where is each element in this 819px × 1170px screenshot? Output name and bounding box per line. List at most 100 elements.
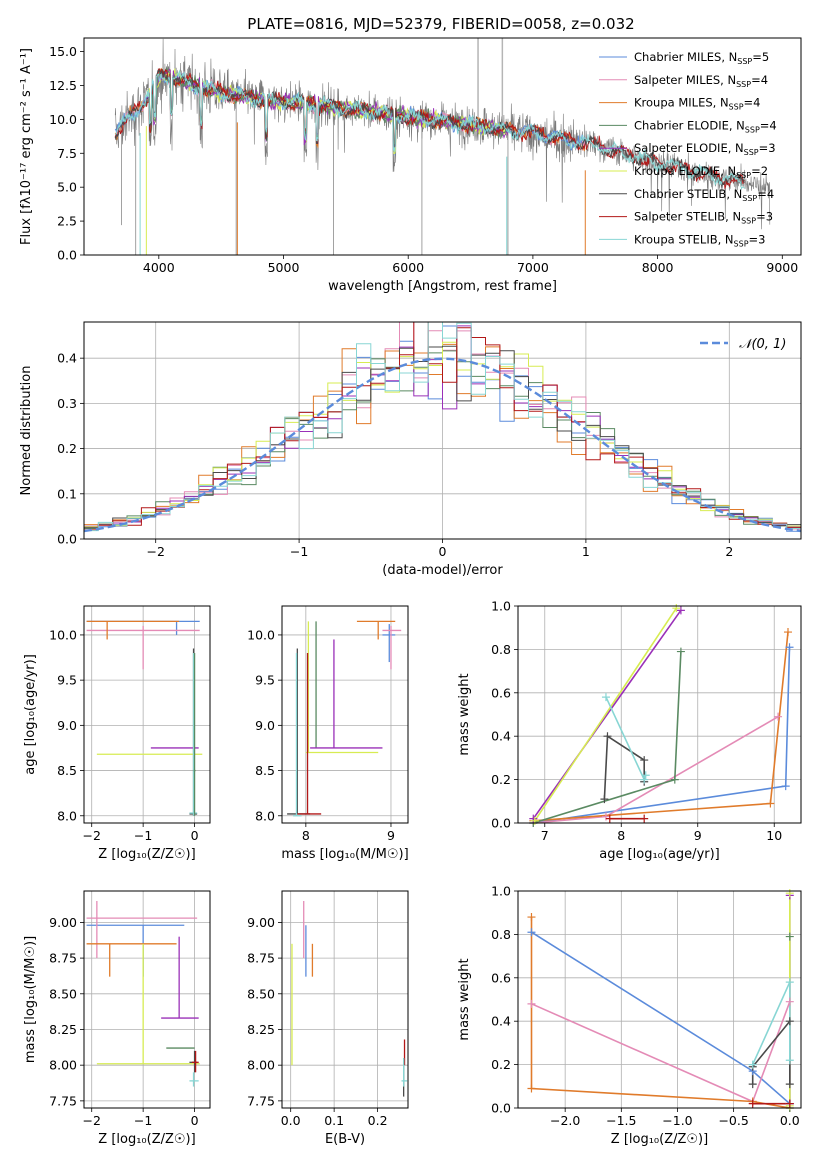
legend-sub: SSP [736, 80, 751, 89]
x-tick-label: 8 [617, 828, 625, 843]
y-tick-label: 0.4 [491, 1014, 511, 1029]
panel-mass-vs-Z: −2 −1 0 7.75 8.00 8.25 8.50 8.75 9.00 Z [log₁₀(Z/… [23, 890, 211, 1147]
y-tick-label: 0.0 [491, 816, 511, 831]
y-tick-label: 0.2 [491, 1057, 511, 1072]
normal-curve [84, 357, 801, 533]
x-axis-label: Z [log₁₀(Z/Z☉)] [611, 1132, 708, 1147]
x-tick-label: 0.0 [281, 1113, 301, 1128]
legend-value: =3 [749, 232, 766, 246]
y-tick-label: 8.5 [255, 763, 275, 778]
panel-age-vs-Z: −2 −1 0 8.0 8.5 9.0 9.5 10.0 Z [log₁₀(Z/Z☉)] age … [23, 605, 211, 862]
x-tick-label: −1 [134, 1113, 152, 1128]
legend-label: Chabrier STELIB, NSSP=4 [634, 187, 774, 203]
legend-sub: SSP [744, 148, 759, 157]
x-tick-label: 0.2 [368, 1113, 388, 1128]
axes-frame [83, 321, 802, 540]
weight-marker [605, 814, 614, 823]
y-tick-label: 10.0 [49, 627, 77, 642]
y-tick-label: 12.5 [49, 78, 77, 93]
y-axis-label: mass weight [457, 958, 472, 1040]
y-tick-label: 9.00 [49, 915, 77, 930]
y-tick-label: 8.00 [49, 1058, 77, 1073]
legend-label: 𝒩(0, 1) [739, 337, 786, 352]
legend-sub: SSP [734, 239, 749, 248]
plot-area [291, 900, 408, 1097]
legend-name: Chabrier STELIB, N [634, 187, 742, 201]
weight-marker [785, 643, 794, 652]
figure-title: PLATE=0816, MJD=52379, FIBERID=0058, z=0… [247, 15, 634, 33]
weight-marker [748, 1099, 757, 1108]
plot-area [530, 893, 791, 1108]
x-tick-label: 9000 [766, 260, 798, 275]
legend-name: Kroupa ELODIE, N [634, 164, 736, 178]
weight-line-Salpeter-MILES [531, 1001, 791, 1103]
legend-value: =3 [759, 141, 776, 155]
weight-marker [527, 913, 536, 922]
y-tick-label: 15.0 [49, 44, 77, 59]
grid [282, 891, 408, 1108]
weight-line-Chabrier-MILES [531, 931, 791, 1105]
y-tick-label: 0.4 [57, 351, 77, 366]
axes-frame [83, 605, 211, 824]
grid [84, 891, 210, 1108]
panel-weight-vs-Z: −2.0 −1.5 −1.0 −0.5 0.0 0.0 0.2 0.4 0.6 0.8 1.0 Z [… [457, 884, 802, 1147]
legend-value: =2 [751, 164, 768, 178]
x-tick-label: 0.1 [324, 1113, 344, 1128]
model-spectrum [115, 69, 745, 191]
x-tick-label: −1 [290, 544, 308, 559]
weight-marker [785, 1080, 794, 1089]
grid [84, 606, 210, 823]
y-tick-label: 7.5 [57, 146, 77, 161]
weight-line-Salpeter-ELODIE [532, 609, 682, 820]
weight-marker [785, 932, 794, 941]
y-tick-label: 5.0 [57, 180, 77, 195]
axes-frame [281, 890, 409, 1109]
weight-line-Kroupa-MILES [533, 631, 789, 822]
legend-name: Salpeter STELIB, N [634, 210, 741, 224]
legend-name: Kroupa STELIB, N [634, 232, 734, 246]
x-tick-label: −1.5 [606, 1113, 636, 1128]
y-axis-label: Flux [fλ10⁻¹⁷ erg cm⁻² s⁻¹ A⁻¹] [19, 48, 34, 245]
weight-marker [527, 928, 536, 937]
y-tick-label: 0.0 [491, 1101, 511, 1116]
y-tick-label: 9.5 [255, 673, 275, 688]
weight-line-Kroupa-ELODIE [534, 607, 677, 822]
weight-marker [676, 606, 685, 615]
x-tick-label: −1 [134, 828, 152, 843]
axes-frame [83, 37, 802, 256]
y-tick-label: 0.8 [491, 927, 511, 942]
legend-name: Salpeter MILES, N [634, 73, 736, 87]
x-tick-label: −0.5 [718, 1113, 748, 1128]
x-tick-label: −2.0 [550, 1113, 580, 1128]
legend-sub: SSP [737, 57, 752, 66]
panel-spectrum: 4000 5000 6000 7000 8000 9000 0.0 2.5 5.0 7.5 10.0… [19, 37, 802, 294]
legend-sub: SSP [742, 194, 757, 203]
y-tick-label: 8.0 [57, 808, 77, 823]
y-tick-label: 0.8 [491, 642, 511, 657]
legend-label: Chabrier ELODIE, NSSP=4 [634, 118, 777, 134]
legend-value: =4 [744, 96, 761, 110]
y-tick-label: 0.4 [491, 729, 511, 744]
x-tick-label: 10 [766, 828, 782, 843]
x-axis-label: wavelength [Angstrom, rest frame] [328, 279, 557, 294]
weight-marker [530, 816, 539, 825]
weight-marker [640, 775, 649, 784]
y-tick-label: 0.1 [57, 486, 77, 501]
weight-marker [600, 795, 609, 804]
weight-marker [670, 775, 679, 784]
axes-frame [281, 605, 409, 824]
x-axis-label: mass [log₁₀(M/M☉)] [281, 847, 408, 862]
x-axis-label: (data-model)/error [382, 563, 503, 578]
x-tick-label: 7000 [517, 260, 549, 275]
x-tick-label: 5000 [268, 260, 300, 275]
plot-area [287, 620, 402, 817]
legend-name: Chabrier ELODIE, N [634, 118, 745, 132]
weight-marker [774, 712, 783, 721]
y-tick-label: 8.50 [247, 986, 275, 1001]
legend-label: Kroupa ELODIE, NSSP=2 [634, 164, 768, 180]
weight-marker [640, 756, 649, 765]
legend-sub: SSP [729, 103, 744, 112]
plot-area [86, 620, 203, 816]
plot-area [84, 322, 801, 533]
x-tick-label: 1 [582, 544, 590, 559]
